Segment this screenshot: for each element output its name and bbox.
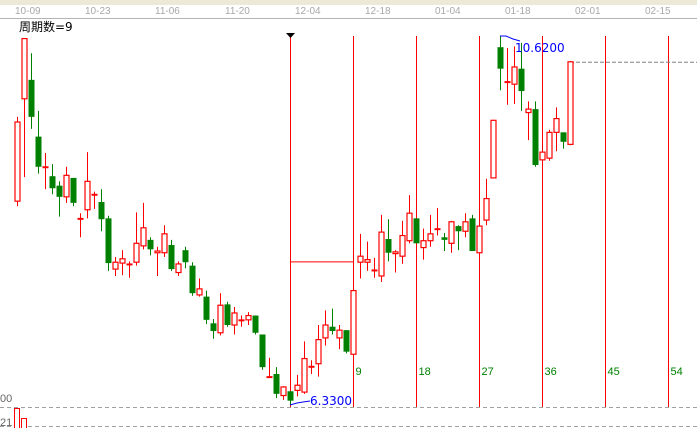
candle-body: [427, 233, 434, 242]
candle-body: [560, 132, 567, 142]
volume-bar: [21, 418, 27, 428]
candle-body: [84, 180, 91, 211]
cycle-start-marker-icon: [286, 33, 295, 38]
date-tick-label: 11-06: [155, 6, 180, 17]
candle-body: [525, 108, 532, 114]
candle-body: [49, 176, 56, 189]
candle-body: [392, 251, 399, 255]
candle-body: [357, 255, 364, 263]
date-tick-label: 10-23: [85, 6, 111, 17]
cycle-count-label: 27: [482, 366, 494, 378]
candle-body: [161, 233, 168, 254]
candle-body: [119, 258, 126, 264]
candle-body: [553, 117, 560, 133]
candle-body: [98, 202, 105, 220]
candle-body: [189, 265, 196, 294]
candle-body: [203, 296, 210, 320]
candle-body: [133, 242, 140, 263]
candle-body: [336, 329, 343, 339]
candle-body: [469, 218, 476, 252]
candle-body: [287, 391, 294, 401]
candle-body: [546, 131, 553, 159]
candle-body: [315, 339, 322, 365]
candle-body: [217, 304, 224, 334]
date-tick-label: 12-18: [365, 6, 391, 17]
candle-body: [147, 239, 154, 250]
candle-body: [63, 174, 70, 198]
candle-body: [483, 197, 490, 221]
candle-body: [280, 386, 287, 397]
candle-body: [35, 136, 42, 167]
candle-body: [105, 218, 112, 264]
candle-body: [210, 323, 217, 332]
candle-body: [455, 226, 462, 232]
candle-body: [322, 324, 329, 339]
candle-body: [154, 250, 161, 254]
candle-body: [476, 225, 483, 254]
candle-body: [245, 314, 252, 321]
candle-body: [273, 374, 280, 394]
candle-body: [567, 61, 574, 145]
date-tick-label: 02-01: [575, 6, 601, 17]
candle-body: [378, 231, 385, 277]
candle-body: [231, 312, 238, 326]
volume-axis-label: 21: [0, 417, 13, 429]
candle-body: [441, 237, 448, 240]
date-tick-label: 01-04: [435, 6, 461, 17]
cycle-count-label: 45: [608, 366, 620, 378]
cycle-count-label: 9: [356, 366, 362, 378]
candle-body: [364, 259, 371, 263]
high-price-label: 10.6200: [515, 41, 565, 55]
candle-body: [420, 240, 427, 249]
candle-body: [399, 234, 406, 257]
price-axis-label: 00: [0, 393, 13, 405]
cycle-count-label: 54: [671, 366, 683, 378]
candle-body: [343, 330, 350, 352]
candle-body: [385, 238, 392, 253]
candle-body: [518, 68, 525, 92]
high-pointer-line: [500, 35, 521, 42]
candle-body: [490, 119, 497, 179]
candle-body: [175, 263, 182, 274]
candle-body: [168, 245, 175, 270]
candle-body: [539, 151, 546, 161]
low-pointer-line: [289, 400, 311, 406]
candle-body: [21, 37, 28, 100]
candle-body: [350, 290, 357, 355]
candle-body: [14, 121, 21, 202]
candle-body: [259, 334, 266, 368]
candle-body: [329, 326, 336, 332]
candle-body: [252, 315, 259, 333]
candle-body: [413, 218, 420, 244]
low-price-label: 6.3300: [310, 394, 352, 408]
date-axis: 10-09 10-23 11-06 11-20 12-04 12-18 01-04 01-18…: [0, 5, 697, 19]
date-tick-label: 02-15: [645, 6, 671, 17]
cycle-count-label: 36: [545, 366, 557, 378]
date-tick-label: 11-20: [225, 6, 250, 17]
candle-body: [511, 66, 518, 85]
candle-body: [196, 288, 203, 296]
candle-body: [182, 250, 189, 263]
candle-body: [448, 221, 455, 244]
candle-body: [497, 47, 504, 69]
date-tick-label: 10-09: [15, 6, 41, 17]
candle-body: [406, 212, 413, 242]
candle-body: [301, 357, 308, 393]
volume-bar: [14, 408, 20, 428]
candle-body: [462, 221, 469, 232]
candle-body: [532, 109, 539, 166]
candle-body: [28, 79, 35, 117]
candle-body: [56, 185, 63, 197]
candle-body: [70, 177, 77, 203]
candle-body: [224, 304, 231, 326]
candle-body: [112, 261, 119, 270]
date-tick-label: 01-18: [505, 6, 531, 17]
cycle-count-label: 18: [419, 366, 431, 378]
candle-body: [294, 384, 301, 391]
cycle-period-label: 周期数=9: [19, 20, 73, 34]
date-tick-label: 12-04: [295, 6, 321, 17]
candle-body: [140, 227, 147, 247]
